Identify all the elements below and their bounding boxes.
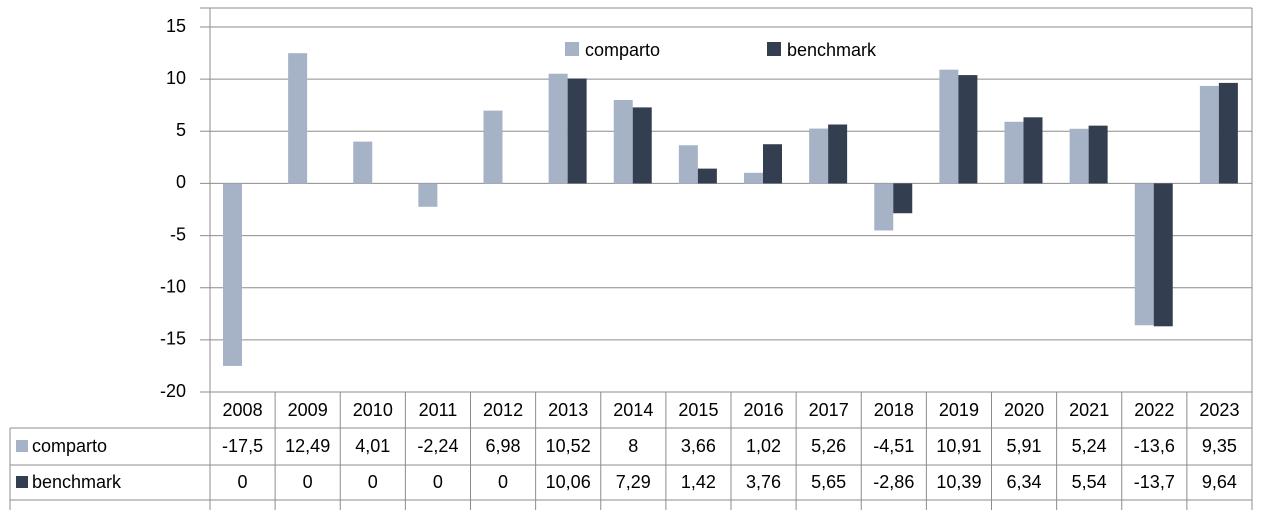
bar bbox=[697, 168, 717, 184]
y-tick-label: 10 bbox=[166, 68, 186, 88]
table-value: 12,49 bbox=[285, 436, 330, 456]
x-tick-label: 2015 bbox=[678, 400, 718, 420]
table-value: 5,24 bbox=[1072, 436, 1107, 456]
bar bbox=[1088, 125, 1108, 184]
bar bbox=[763, 144, 782, 184]
x-tick-label: 2022 bbox=[1134, 400, 1174, 420]
bar bbox=[1153, 183, 1173, 327]
bar bbox=[223, 183, 242, 366]
y-tick-label: -10 bbox=[160, 276, 186, 296]
bar bbox=[874, 183, 894, 231]
table-value: 9,64 bbox=[1202, 472, 1237, 492]
table-value: -17,5 bbox=[222, 436, 263, 456]
table-value: 9,35 bbox=[1202, 436, 1237, 456]
legend-label: benchmark bbox=[787, 40, 877, 60]
table-value: 0 bbox=[238, 472, 248, 492]
y-tick-label: 5 bbox=[176, 120, 186, 140]
table-value: 6,34 bbox=[1007, 472, 1042, 492]
table-swatch bbox=[16, 440, 28, 452]
legend-swatch bbox=[767, 42, 781, 56]
table-series-label: benchmark bbox=[32, 472, 122, 492]
table-swatch bbox=[16, 476, 28, 488]
bar bbox=[828, 124, 848, 184]
table-value: 10,52 bbox=[546, 436, 591, 456]
bar bbox=[958, 75, 978, 184]
table-value: 10,91 bbox=[936, 436, 981, 456]
legend-label: comparto bbox=[585, 40, 660, 60]
bar bbox=[1134, 183, 1154, 326]
bar bbox=[939, 69, 959, 184]
x-tick-label: 2017 bbox=[809, 400, 849, 420]
bar bbox=[1023, 117, 1043, 184]
table-value: 7,29 bbox=[616, 472, 651, 492]
bar bbox=[678, 145, 698, 184]
x-tick-label: 2019 bbox=[939, 400, 979, 420]
table-value: 6,98 bbox=[486, 436, 521, 456]
x-tick-label: 2009 bbox=[288, 400, 328, 420]
bar bbox=[613, 100, 633, 184]
table-value: 10,06 bbox=[546, 472, 591, 492]
table-value: -2,86 bbox=[873, 472, 914, 492]
x-tick-label: 2013 bbox=[548, 400, 588, 420]
table-value: 0 bbox=[498, 472, 508, 492]
table-value: 10,39 bbox=[936, 472, 981, 492]
table-value: -13,6 bbox=[1134, 436, 1175, 456]
bar bbox=[1218, 82, 1238, 184]
table-value: 5,54 bbox=[1072, 472, 1107, 492]
table-value: 3,66 bbox=[681, 436, 716, 456]
bar bbox=[418, 183, 438, 207]
x-tick-label: 2010 bbox=[353, 400, 393, 420]
table-value: -4,51 bbox=[873, 436, 914, 456]
table-value: -2,24 bbox=[417, 436, 458, 456]
table-value: 0 bbox=[303, 472, 313, 492]
y-tick-label: 15 bbox=[166, 16, 186, 36]
table-value: 1,02 bbox=[746, 436, 781, 456]
y-tick-label: -15 bbox=[160, 329, 186, 349]
x-tick-label: 2020 bbox=[1004, 400, 1044, 420]
bar bbox=[893, 183, 913, 214]
bar bbox=[1199, 85, 1219, 184]
bar bbox=[548, 73, 568, 184]
table-value: 1,42 bbox=[681, 472, 716, 492]
bar bbox=[567, 78, 587, 184]
x-tick-label: 2014 bbox=[613, 400, 653, 420]
table-series-label: comparto bbox=[32, 436, 107, 456]
y-tick-label: -20 bbox=[160, 381, 186, 401]
x-tick-label: 2012 bbox=[483, 400, 523, 420]
bar bbox=[809, 128, 829, 184]
x-tick-label: 2008 bbox=[223, 400, 263, 420]
x-tick-label: 2018 bbox=[874, 400, 914, 420]
x-tick-label: 2016 bbox=[744, 400, 784, 420]
table-value: 5,26 bbox=[811, 436, 846, 456]
table-value: 5,65 bbox=[811, 472, 846, 492]
y-tick-label: -5 bbox=[170, 224, 186, 244]
table-value: -13,7 bbox=[1134, 472, 1175, 492]
x-tick-label: 2021 bbox=[1069, 400, 1109, 420]
table-value: 5,91 bbox=[1007, 436, 1042, 456]
table-value: 0 bbox=[433, 472, 443, 492]
table-value: 0 bbox=[368, 472, 378, 492]
bar bbox=[353, 141, 373, 184]
bar bbox=[1004, 121, 1024, 184]
legend-swatch bbox=[565, 42, 579, 56]
bar bbox=[632, 107, 652, 184]
y-tick-label: 0 bbox=[176, 172, 186, 192]
bar bbox=[1069, 128, 1089, 184]
x-tick-label: 2011 bbox=[419, 400, 458, 420]
bar bbox=[744, 172, 763, 184]
bar bbox=[483, 110, 503, 184]
table-value: 4,01 bbox=[355, 436, 390, 456]
bar bbox=[288, 53, 308, 184]
table-value: 8 bbox=[628, 436, 638, 456]
x-tick-label: 2023 bbox=[1199, 400, 1239, 420]
table-value: 3,76 bbox=[746, 472, 781, 492]
